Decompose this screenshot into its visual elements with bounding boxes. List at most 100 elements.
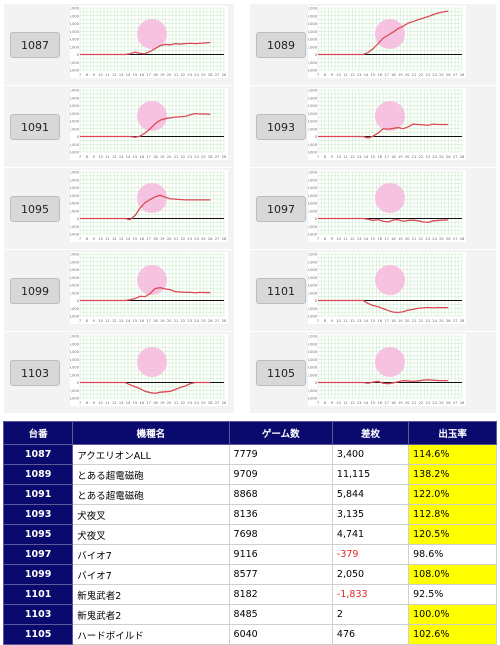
x-tick-label: 16 <box>139 73 144 77</box>
x-tick-label: 14 <box>126 73 131 77</box>
payout-rate-cell: 114.6% <box>408 444 497 465</box>
y-tick-label: 8,000 <box>70 350 80 354</box>
y-tick-label: 6,000 <box>308 276 318 280</box>
x-tick-label: 14 <box>364 237 369 241</box>
x-tick-label: 28 <box>222 319 227 323</box>
unit-chart-cell: 1091 12,000 10,000 8,000 6,000 4,000 2,000 0 -2,… <box>4 86 234 167</box>
y-tick-label: -4,000 <box>308 315 318 319</box>
x-tick-label: 12 <box>112 155 117 159</box>
x-tick-label: 23 <box>425 237 430 241</box>
x-tick-label: 10 <box>98 237 103 241</box>
col-games-header: ゲーム数 <box>228 421 333 445</box>
x-tick-label: 15 <box>133 237 138 241</box>
unit-number-box[interactable]: 1093 <box>256 114 306 140</box>
unit-number-box[interactable]: 1095 <box>10 196 60 222</box>
x-tick-label: 21 <box>174 155 179 159</box>
unit-number-box[interactable]: 1105 <box>256 360 306 386</box>
x-tick-label: 7 <box>79 401 81 405</box>
x-tick-label: 17 <box>146 155 151 159</box>
x-tick-label: 15 <box>371 319 376 323</box>
x-tick-label: 18 <box>391 73 396 77</box>
unit-number-box[interactable]: 1089 <box>256 32 306 58</box>
table-row: 1095 犬夜叉 7698 4,741 120.5% <box>2 524 497 545</box>
x-tick-label: 22 <box>419 73 424 77</box>
x-tick-label: 25 <box>439 319 444 323</box>
x-tick-label: 18 <box>391 319 396 323</box>
x-tick-label: 19 <box>398 73 403 77</box>
y-tick-label: 4,000 <box>308 38 318 42</box>
machine-name-cell: アクエリオンALL <box>72 444 230 465</box>
table-row: 1103 新鬼武者2 8485 2 100.0% <box>2 604 497 625</box>
x-tick-label: 19 <box>398 401 403 405</box>
game-count-cell: 9709 <box>228 464 333 485</box>
y-tick-label: 0 <box>315 53 318 57</box>
diff-cell: 5,844 <box>331 484 410 505</box>
x-tick-label: 20 <box>405 73 410 77</box>
payout-rate-cell: 108.0% <box>408 564 497 585</box>
x-tick-label: 26 <box>208 401 213 405</box>
payout-rate-cell: 138.2% <box>408 464 497 485</box>
unit-number-box[interactable]: 1091 <box>10 114 60 140</box>
x-tick-label: 8 <box>86 401 89 405</box>
x-tick-label: 9 <box>93 237 96 241</box>
unit-number-box[interactable]: 1103 <box>10 360 60 386</box>
unit-slump-chart: 12,000 10,000 8,000 6,000 4,000 2,000 0 -2,000 -… <box>308 334 466 406</box>
x-tick-label: 19 <box>398 319 403 323</box>
watermark-logo <box>137 265 167 296</box>
y-tick-label: -2,000 <box>308 389 318 393</box>
y-tick-label: 2,000 <box>308 127 318 131</box>
y-tick-label: -4,000 <box>308 397 318 401</box>
x-tick-label: 23 <box>425 73 430 77</box>
y-tick-label: 12,000 <box>70 335 80 339</box>
x-tick-label: 18 <box>391 401 396 405</box>
y-tick-label: 4,000 <box>308 366 318 370</box>
y-tick-label: 8,000 <box>308 186 318 190</box>
unit-chart-cell: 109712,00010,0008,0006,0004,0002,0000-2,… <box>250 168 496 249</box>
x-tick-label: 25 <box>201 155 206 159</box>
y-tick-label: 10,000 <box>308 260 318 264</box>
y-tick-label: 0 <box>315 135 318 139</box>
x-tick-label: 13 <box>119 155 124 159</box>
y-tick-label: 6,000 <box>70 358 80 362</box>
y-tick-label: -4,000 <box>70 233 80 237</box>
x-tick-label: 13 <box>119 73 124 77</box>
y-tick-label: 4,000 <box>70 284 80 288</box>
unit-number-box[interactable]: 1087 <box>10 32 60 58</box>
x-tick-label: 18 <box>153 155 158 159</box>
game-count-cell: 9116 <box>228 544 333 565</box>
unit-cell: 1087 <box>2 444 74 465</box>
x-tick-label: 10 <box>336 319 341 323</box>
x-tick-label: 19 <box>160 73 165 77</box>
y-tick-label: 10,000 <box>70 178 80 182</box>
y-tick-label: 10,000 <box>70 342 80 346</box>
game-count-cell: 8485 <box>228 604 333 625</box>
y-tick-label: 8,000 <box>308 22 318 26</box>
y-tick-label: 12,000 <box>308 171 318 175</box>
x-tick-label: 23 <box>187 155 192 159</box>
unit-number-box[interactable]: 1101 <box>256 278 306 304</box>
y-tick-label: 10,000 <box>308 342 318 346</box>
x-tick-label: 13 <box>357 73 362 77</box>
x-tick-label: 15 <box>133 155 138 159</box>
x-tick-label: 20 <box>405 319 410 323</box>
y-tick-label: -2,000 <box>308 143 318 147</box>
x-tick-label: 8 <box>86 155 89 159</box>
x-tick-label: 17 <box>146 319 151 323</box>
table-row: 1087 アクエリオンALL 7779 3,400 114.6% <box>2 444 497 465</box>
unit-number-box[interactable]: 1097 <box>256 196 306 222</box>
x-tick-label: 10 <box>98 73 103 77</box>
x-tick-label: 20 <box>167 73 172 77</box>
y-tick-label: 6,000 <box>70 30 80 34</box>
x-tick-label: 18 <box>153 319 158 323</box>
x-tick-label: 17 <box>146 237 151 241</box>
table-row: 1105 ハードボイルド 6040 476 102.6% <box>2 624 497 645</box>
y-tick-label: 12,000 <box>308 335 318 339</box>
x-tick-label: 23 <box>425 319 430 323</box>
unit-number-box[interactable]: 1099 <box>10 278 60 304</box>
x-tick-label: 25 <box>439 401 444 405</box>
x-tick-label: 14 <box>126 237 131 241</box>
x-tick-label: 11 <box>343 237 348 241</box>
x-tick-label: 23 <box>425 401 430 405</box>
x-tick-label: 20 <box>167 237 172 241</box>
x-tick-label: 18 <box>391 155 396 159</box>
